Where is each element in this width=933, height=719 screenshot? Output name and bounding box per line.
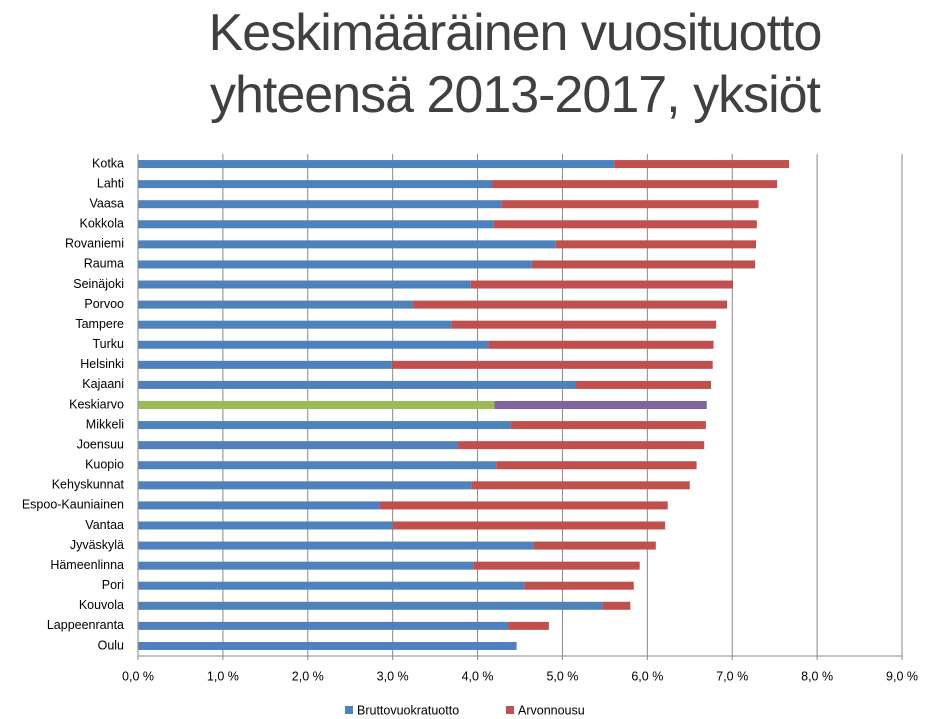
bar-segment: [138, 220, 494, 229]
x-tick-label: 0,0 %: [122, 669, 154, 683]
legend-swatch: [506, 706, 514, 714]
bar-segment: [470, 280, 734, 289]
bar-segment: [493, 220, 757, 229]
y-tick-label: Kouvola: [79, 598, 124, 612]
y-tick-label: Kehyskunnat: [52, 478, 125, 492]
y-tick-label: Pori: [102, 578, 124, 592]
bar-segment: [488, 340, 714, 349]
y-tick-label: Espoo-Kauniainen: [22, 498, 124, 512]
x-tick-label: 2,0 %: [292, 669, 324, 683]
bar-segment: [138, 300, 414, 309]
bar-segment: [138, 501, 380, 510]
legend-label: Bruttovuokratuotto: [357, 703, 459, 717]
y-tick-label: Rovaniemi: [65, 237, 124, 251]
y-tick-label: Hämeenlinna: [50, 558, 124, 572]
x-tick-label: 3,0 %: [377, 669, 409, 683]
bar-segment: [138, 581, 525, 590]
y-tick-label: Tampere: [75, 317, 124, 331]
bar-segment: [473, 561, 640, 570]
bar-segment: [391, 360, 713, 369]
y-tick-label: Turku: [93, 337, 125, 351]
legend-swatch: [345, 706, 353, 714]
legend-label: Arvonnousu: [518, 703, 585, 717]
bar-segment: [510, 421, 706, 430]
bar-segment: [138, 561, 474, 570]
y-tick-label: Jyväskylä: [70, 538, 124, 552]
bar-segment: [491, 180, 778, 189]
bar-segment: [138, 621, 509, 630]
bar-segment: [494, 401, 707, 409]
y-tick-label: Seinäjoki: [73, 277, 124, 291]
bar-segment: [138, 421, 511, 430]
bar-segment: [138, 441, 459, 450]
bar-segment: [501, 200, 759, 209]
x-tick-label: 5,0 %: [546, 669, 578, 683]
bar-segment: [471, 481, 690, 490]
bar-segment: [138, 461, 497, 470]
y-tick-label: Lappeenranta: [47, 618, 124, 632]
y-tick-label: Kajaani: [82, 377, 124, 391]
bar-segment: [138, 401, 495, 409]
y-tick-label: Porvoo: [84, 297, 124, 311]
bar-segment: [138, 641, 517, 650]
x-tick-label: 1,0 %: [207, 669, 239, 683]
bar-segment: [555, 240, 756, 249]
bar-segment: [413, 300, 728, 309]
bar-segment: [138, 180, 492, 189]
bar-segment: [138, 481, 472, 490]
bar-segment: [138, 541, 534, 550]
y-tick-label: Kotka: [92, 156, 124, 170]
bar-segment: [392, 521, 666, 530]
bar-segment: [138, 240, 556, 249]
bar-segment: [533, 541, 656, 550]
bar-segment: [138, 380, 577, 389]
bar-segment: [138, 521, 393, 530]
bar-segment: [602, 601, 631, 610]
x-tick-label: 8,0 %: [801, 669, 833, 683]
bar-segment: [576, 380, 711, 389]
bar-segment: [138, 320, 452, 329]
x-tick-label: 9,0 %: [886, 669, 918, 683]
y-tick-label: Joensuu: [77, 437, 124, 451]
x-tick-label: 6,0 %: [631, 669, 663, 683]
bar-segment: [138, 340, 489, 349]
bar-segment: [458, 441, 705, 450]
chart-title: Keskimääräinen vuosituotto yhteensä 2013…: [208, 4, 823, 124]
bar-segment: [138, 160, 615, 169]
y-tick-label: Lahti: [97, 176, 124, 190]
bar-segment: [531, 260, 756, 269]
y-tick-label: Oulu: [98, 638, 124, 652]
y-tick-label: Kuopio: [85, 458, 124, 472]
y-tick-label: Helsinki: [80, 357, 124, 371]
y-tick-label: Vantaa: [85, 518, 124, 532]
bar-segment: [508, 621, 549, 630]
bar-segment: [138, 260, 532, 269]
bar-segment: [138, 601, 603, 610]
bar-segment: [451, 320, 717, 329]
bar-segment: [138, 280, 471, 289]
bar-segment: [524, 581, 634, 590]
y-tick-label: Mikkeli: [86, 417, 124, 431]
bar-segment: [614, 160, 790, 169]
y-tick-label: Kokkola: [80, 217, 125, 231]
y-tick-label: Keskiarvo: [69, 397, 124, 411]
bar-segment: [379, 501, 668, 510]
y-tick-label: Rauma: [84, 257, 124, 271]
x-tick-label: 4,0 %: [462, 669, 494, 683]
bar-segment: [138, 360, 392, 369]
bar-segment: [138, 200, 502, 209]
x-tick-label: 7,0 %: [716, 669, 748, 683]
y-tick-label: Vaasa: [89, 196, 124, 210]
bar-segment: [496, 461, 697, 470]
